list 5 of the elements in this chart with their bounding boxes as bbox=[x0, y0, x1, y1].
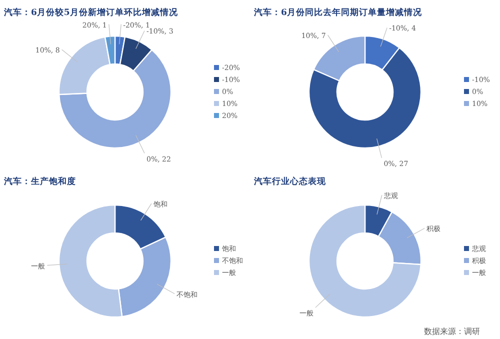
chart-title: 汽车：6月份同比去年同期订单量增减情况 bbox=[253, 7, 423, 18]
chart-title: 汽车行业心态表现 bbox=[253, 176, 327, 187]
chart-title: 汽车：6月份较5月份新增订单环比增减情况 bbox=[3, 7, 179, 18]
source-note: 数据来源：调研 bbox=[424, 327, 480, 336]
chart-title: 汽车：生产饱和度 bbox=[3, 176, 76, 187]
